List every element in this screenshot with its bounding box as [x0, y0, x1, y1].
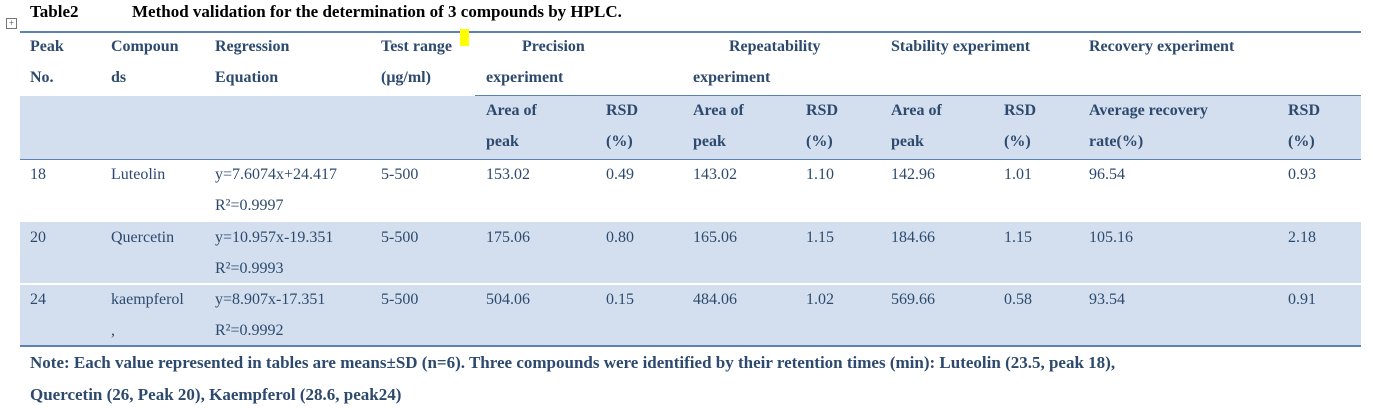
table-cell: 20: [30, 229, 46, 246]
table-cell: 0.93: [1288, 166, 1316, 183]
table-cell: 0.80: [606, 229, 634, 246]
header-cell: experiment: [486, 69, 564, 86]
table-cell: R²=0.9993: [215, 260, 284, 277]
table-cell: 504.06: [486, 291, 530, 308]
header-cell: ds: [111, 69, 127, 86]
header-cell: Precision: [522, 38, 585, 55]
header-cell: RSD: [1004, 102, 1037, 119]
table-cell: y=7.6074x+24.417: [215, 166, 338, 183]
table-cell: 0.58: [1004, 291, 1032, 308]
table-cell: 105.16: [1089, 229, 1133, 246]
table-label: Table2: [30, 2, 79, 21]
table-cell: 175.06: [486, 229, 530, 246]
table-cell: 165.06: [693, 229, 737, 246]
table-cell: y=8.907x-17.351: [215, 291, 326, 308]
header-cell: peak: [891, 133, 924, 150]
table-cell: ,: [111, 322, 115, 339]
header-cell: Average recovery: [1089, 102, 1208, 119]
table-cell: 1.15: [1004, 229, 1032, 246]
note: Note: Each value represented in tables a…: [30, 353, 1116, 372]
table-cell: 1.01: [1004, 166, 1032, 183]
table-cell: 24: [30, 291, 46, 308]
rule: [20, 31, 1361, 33]
header-cell: (%): [1004, 133, 1031, 150]
header-cell: (%): [606, 133, 633, 150]
row-band: [20, 222, 1361, 283]
header-cell: Equation: [215, 69, 279, 86]
rule: [20, 345, 1361, 347]
table-cell: 142.96: [891, 166, 935, 183]
rule: [475, 95, 1361, 96]
header-cell: (%): [806, 133, 833, 150]
table-cell: 1.15: [806, 229, 834, 246]
header-cell: Recovery experiment: [1089, 38, 1235, 55]
row-band: [20, 285, 1361, 345]
header-cell: (%): [1288, 133, 1315, 150]
table-cell: y=10.957x-19.351: [215, 229, 334, 246]
header-cell: Test range: [381, 38, 452, 55]
header-cell: Stability experiment: [891, 38, 1031, 55]
header-cell: rate(%): [1089, 133, 1144, 150]
table-cell: 18: [30, 166, 46, 183]
header-cell: RSD: [806, 102, 839, 119]
table-cell: 93.54: [1089, 291, 1125, 308]
note: Quercetin (26, Peak 20), Kaempferol (28.…: [30, 385, 402, 404]
header-cell: experiment: [693, 69, 771, 86]
table-cell: 1.10: [806, 166, 834, 183]
table-cell: kaempferol: [111, 291, 184, 308]
header-cell: RSD: [1288, 102, 1321, 119]
table-cell: 5-500: [381, 291, 419, 308]
table-cell: R²=0.9992: [215, 322, 284, 339]
table-cell: Luteolin: [111, 166, 166, 183]
table-cell: 569.66: [891, 291, 935, 308]
table-cell: 0.15: [606, 291, 634, 308]
header-cell: peak: [486, 133, 519, 150]
table-cell: Quercetin: [111, 229, 175, 246]
table-cell: 484.06: [693, 291, 737, 308]
table-cell: 184.66: [891, 229, 935, 246]
header-cell: peak: [693, 133, 726, 150]
table-cell: 1.02: [806, 291, 834, 308]
table-cell: 143.02: [693, 166, 737, 183]
header-cell: RSD: [606, 102, 639, 119]
table-cell: R²=0.9997: [215, 197, 284, 214]
header-cell: (μg/ml): [381, 69, 431, 86]
table-cell: 153.02: [486, 166, 530, 183]
header-cell: Area of: [693, 102, 744, 119]
table-cell: 0.91: [1288, 291, 1316, 308]
table-title: Method validation for the determination …: [132, 2, 622, 21]
header-cell: Peak: [30, 38, 64, 55]
table-cell: 2.18: [1288, 229, 1316, 246]
header-cell: No.: [30, 69, 54, 86]
header-band: [20, 96, 1361, 159]
header-cell: Area of: [891, 102, 942, 119]
cursor-mark: [460, 29, 469, 46]
header-cell: Regression: [215, 38, 290, 55]
header-cell: Repeatability: [729, 38, 821, 55]
table-cell: 5-500: [381, 166, 419, 183]
header-cell: Area of: [486, 102, 537, 119]
table-cell: 0.49: [606, 166, 634, 183]
header-cell: Compoun: [111, 38, 179, 55]
table-cell: 96.54: [1089, 166, 1125, 183]
table-cell: 5-500: [381, 229, 419, 246]
rule: [20, 159, 1361, 160]
table-handle[interactable]: +: [6, 18, 17, 29]
